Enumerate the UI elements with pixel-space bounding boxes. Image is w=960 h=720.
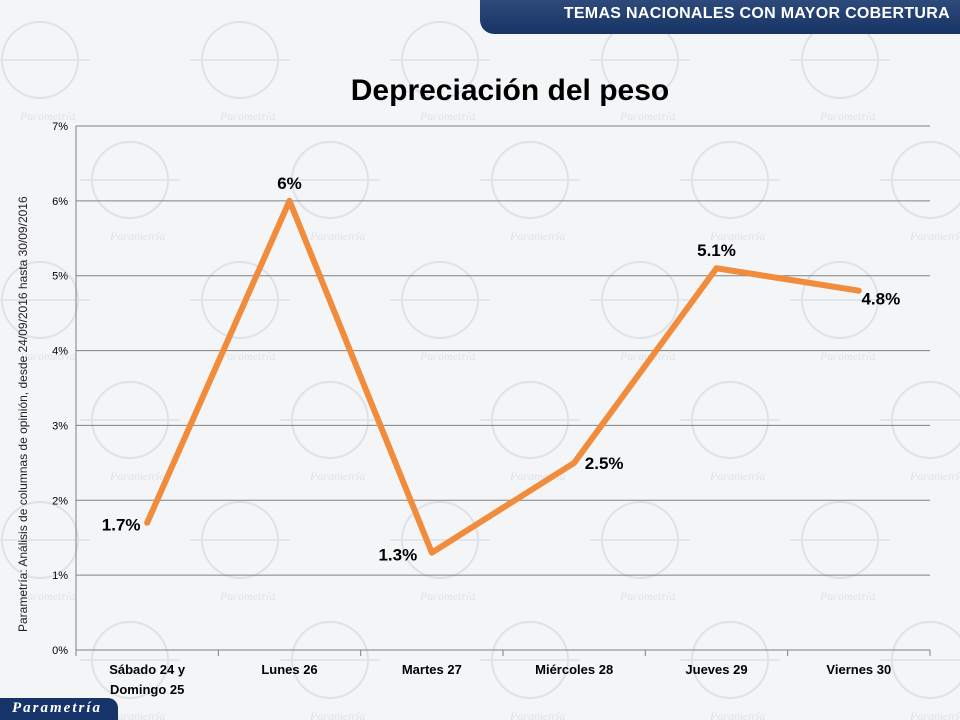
top-banner: TEMAS NACIONALES CON MAYOR COBERTURA (480, 0, 960, 34)
bg-watermark-text: Parametría (309, 709, 365, 720)
parametria-logo: Parametría (0, 698, 118, 720)
y-tick-label: 6% (52, 196, 68, 208)
bg-watermark-text: Parametría (19, 589, 75, 603)
bg-watermark-text: Parametría (819, 589, 875, 603)
banner-text: TEMAS NACIONALES CON MAYOR COBERTURA (563, 5, 950, 22)
chart-title: Depreciación del peso (350, 74, 670, 107)
x-tick-label: Sábado 24 y Domingo 25 (109, 662, 186, 697)
x-tick-label: Lunes 26 (261, 662, 317, 677)
bg-watermark-text: Parametría (709, 469, 765, 483)
x-tick-label: Miércoles 28 (535, 662, 613, 677)
bg-watermark-text: Parametría (419, 589, 475, 603)
bg-watermark-text: Parametría (309, 469, 365, 483)
y-tick-label: 1% (52, 570, 68, 582)
series-line (144, 197, 862, 556)
bg-watermark-text: Parametría (219, 349, 275, 363)
data-label: 6% (277, 174, 302, 193)
bg-watermark-text: Parametría (709, 229, 765, 243)
y-tick-label: 4% (52, 346, 68, 358)
x-tick-label: Viernes 30 (826, 662, 891, 677)
bg-watermark-text: Parametría (619, 109, 675, 123)
y-tick-label: 3% (52, 420, 68, 432)
y-tick-label: 2% (52, 495, 68, 507)
bg-watermark-text: Parametría (709, 709, 765, 720)
bg-watermark-text: Parametría (619, 349, 675, 363)
bg-watermark-text: Parametría (909, 709, 960, 720)
x-tick-label: Jueves 29 (685, 662, 747, 677)
bg-watermark-text: Parametría (909, 229, 960, 243)
bg-watermark-text: Parametría (619, 589, 675, 603)
bg-watermark-text: Parametría (109, 709, 165, 720)
bg-watermark-text: Parametría (19, 349, 75, 363)
y-tick-label: 5% (52, 271, 68, 283)
data-label: 2.5% (585, 454, 624, 473)
bg-watermark-text: Parametría (909, 469, 960, 483)
bg-watermark-text: Parametría (19, 109, 75, 123)
data-label: 4.8% (861, 290, 900, 309)
x-tick-label: Martes 27 (402, 662, 462, 677)
bg-watermark-text: Parametría (219, 109, 275, 123)
logo-text: Parametría (12, 700, 102, 716)
bg-watermark-text: Parametría (109, 469, 165, 483)
data-label: 1.3% (378, 546, 417, 565)
data-label: 1.7% (102, 516, 141, 535)
bg-watermark-text: Parametría (419, 349, 475, 363)
bg-watermark-text: Parametría (219, 589, 275, 603)
data-label: 5.1% (697, 241, 736, 260)
y-tick-label: 0% (52, 645, 68, 657)
bg-watermark-text: Parametría (109, 229, 165, 243)
bg-watermark-text: Parametría (309, 229, 365, 243)
bg-watermark-text: Parametría (819, 109, 875, 123)
bg-watermark-text: Parametría (509, 709, 565, 720)
bg-watermark-text: Parametría (509, 229, 565, 243)
bg-watermark-text: Parametría (419, 109, 475, 123)
bg-watermark-text: Parametría (819, 349, 875, 363)
y-tick-label: 7% (52, 121, 68, 133)
